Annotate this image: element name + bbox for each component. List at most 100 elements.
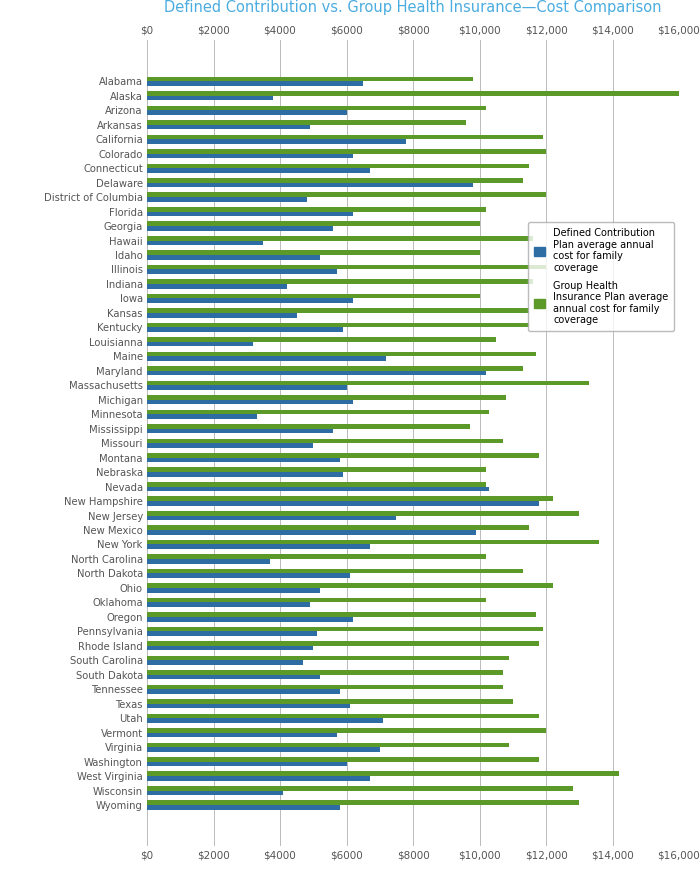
Bar bbox=[147, 371, 486, 375]
Bar bbox=[147, 511, 580, 516]
Bar bbox=[147, 380, 589, 385]
Bar bbox=[147, 241, 263, 245]
Bar bbox=[147, 569, 523, 573]
Bar bbox=[147, 212, 353, 216]
Bar bbox=[147, 192, 546, 197]
Bar bbox=[147, 149, 546, 154]
Bar bbox=[147, 525, 529, 530]
Bar bbox=[147, 555, 486, 559]
Bar bbox=[147, 762, 346, 766]
Bar bbox=[147, 443, 314, 448]
Bar bbox=[147, 293, 480, 299]
Bar bbox=[147, 670, 503, 675]
Bar bbox=[147, 458, 340, 462]
Bar bbox=[147, 96, 273, 100]
Bar bbox=[147, 342, 253, 347]
Bar bbox=[147, 168, 370, 172]
Bar bbox=[147, 323, 529, 327]
Bar bbox=[147, 438, 503, 443]
Bar bbox=[147, 299, 353, 303]
Bar bbox=[147, 800, 580, 805]
Bar bbox=[147, 120, 466, 124]
Bar bbox=[147, 110, 346, 115]
Bar bbox=[147, 704, 350, 709]
Bar bbox=[147, 395, 506, 400]
Bar bbox=[147, 772, 620, 776]
Bar bbox=[147, 279, 533, 284]
Bar bbox=[147, 641, 540, 645]
Bar bbox=[147, 226, 333, 230]
Bar bbox=[147, 366, 523, 371]
Legend: Defined Contribution
Plan average annual
cost for family
coverage, Group Health
: Defined Contribution Plan average annual… bbox=[528, 222, 674, 332]
Bar bbox=[147, 414, 257, 419]
Bar bbox=[147, 468, 486, 472]
Bar bbox=[147, 627, 542, 631]
Bar bbox=[147, 140, 406, 144]
Bar bbox=[147, 134, 542, 140]
Bar bbox=[147, 786, 573, 790]
Bar bbox=[147, 689, 340, 694]
Bar bbox=[147, 251, 480, 255]
Bar bbox=[147, 106, 486, 110]
Bar bbox=[147, 714, 540, 718]
Bar bbox=[147, 352, 536, 356]
Bar bbox=[147, 573, 350, 578]
Bar bbox=[147, 92, 679, 96]
Bar bbox=[147, 472, 343, 477]
Bar bbox=[147, 597, 486, 603]
Bar bbox=[147, 728, 546, 733]
Bar bbox=[147, 221, 480, 226]
Bar bbox=[147, 269, 337, 274]
Bar bbox=[147, 544, 370, 549]
Bar bbox=[147, 661, 303, 665]
Bar bbox=[147, 588, 320, 593]
Bar bbox=[147, 675, 320, 679]
Bar bbox=[147, 385, 346, 390]
Bar bbox=[147, 428, 333, 433]
Bar bbox=[147, 81, 363, 86]
Bar bbox=[147, 124, 310, 129]
Bar bbox=[147, 207, 486, 212]
Bar bbox=[147, 255, 320, 260]
Bar bbox=[147, 453, 540, 458]
Bar bbox=[147, 154, 353, 158]
Bar bbox=[147, 617, 353, 621]
Bar bbox=[147, 530, 476, 534]
Bar bbox=[147, 182, 473, 188]
Bar bbox=[147, 656, 510, 661]
Title: Defined Contribution vs. Group Health Insurance—Cost Comparison: Defined Contribution vs. Group Health In… bbox=[164, 0, 662, 15]
Bar bbox=[147, 699, 512, 704]
Bar bbox=[147, 400, 353, 404]
Bar bbox=[147, 757, 540, 762]
Bar bbox=[147, 308, 529, 313]
Bar bbox=[147, 410, 489, 414]
Bar bbox=[147, 685, 503, 689]
Bar bbox=[147, 540, 599, 544]
Bar bbox=[147, 613, 536, 617]
Bar bbox=[147, 486, 489, 492]
Bar bbox=[147, 733, 337, 737]
Bar bbox=[147, 747, 379, 752]
Bar bbox=[147, 164, 529, 168]
Bar bbox=[147, 516, 396, 520]
Bar bbox=[147, 178, 523, 182]
Bar bbox=[147, 501, 540, 506]
Bar bbox=[147, 496, 553, 501]
Bar bbox=[147, 603, 310, 607]
Bar bbox=[147, 583, 553, 588]
Bar bbox=[147, 718, 383, 723]
Bar bbox=[147, 313, 297, 317]
Bar bbox=[147, 236, 533, 241]
Bar bbox=[147, 482, 486, 486]
Bar bbox=[147, 559, 270, 564]
Bar bbox=[147, 805, 340, 810]
Bar bbox=[147, 742, 510, 747]
Bar bbox=[147, 790, 284, 795]
Bar bbox=[147, 645, 314, 651]
Bar bbox=[147, 265, 546, 269]
Bar bbox=[147, 327, 343, 332]
Bar bbox=[147, 284, 287, 289]
Bar bbox=[147, 76, 473, 81]
Bar bbox=[147, 356, 386, 361]
Bar bbox=[147, 631, 316, 636]
